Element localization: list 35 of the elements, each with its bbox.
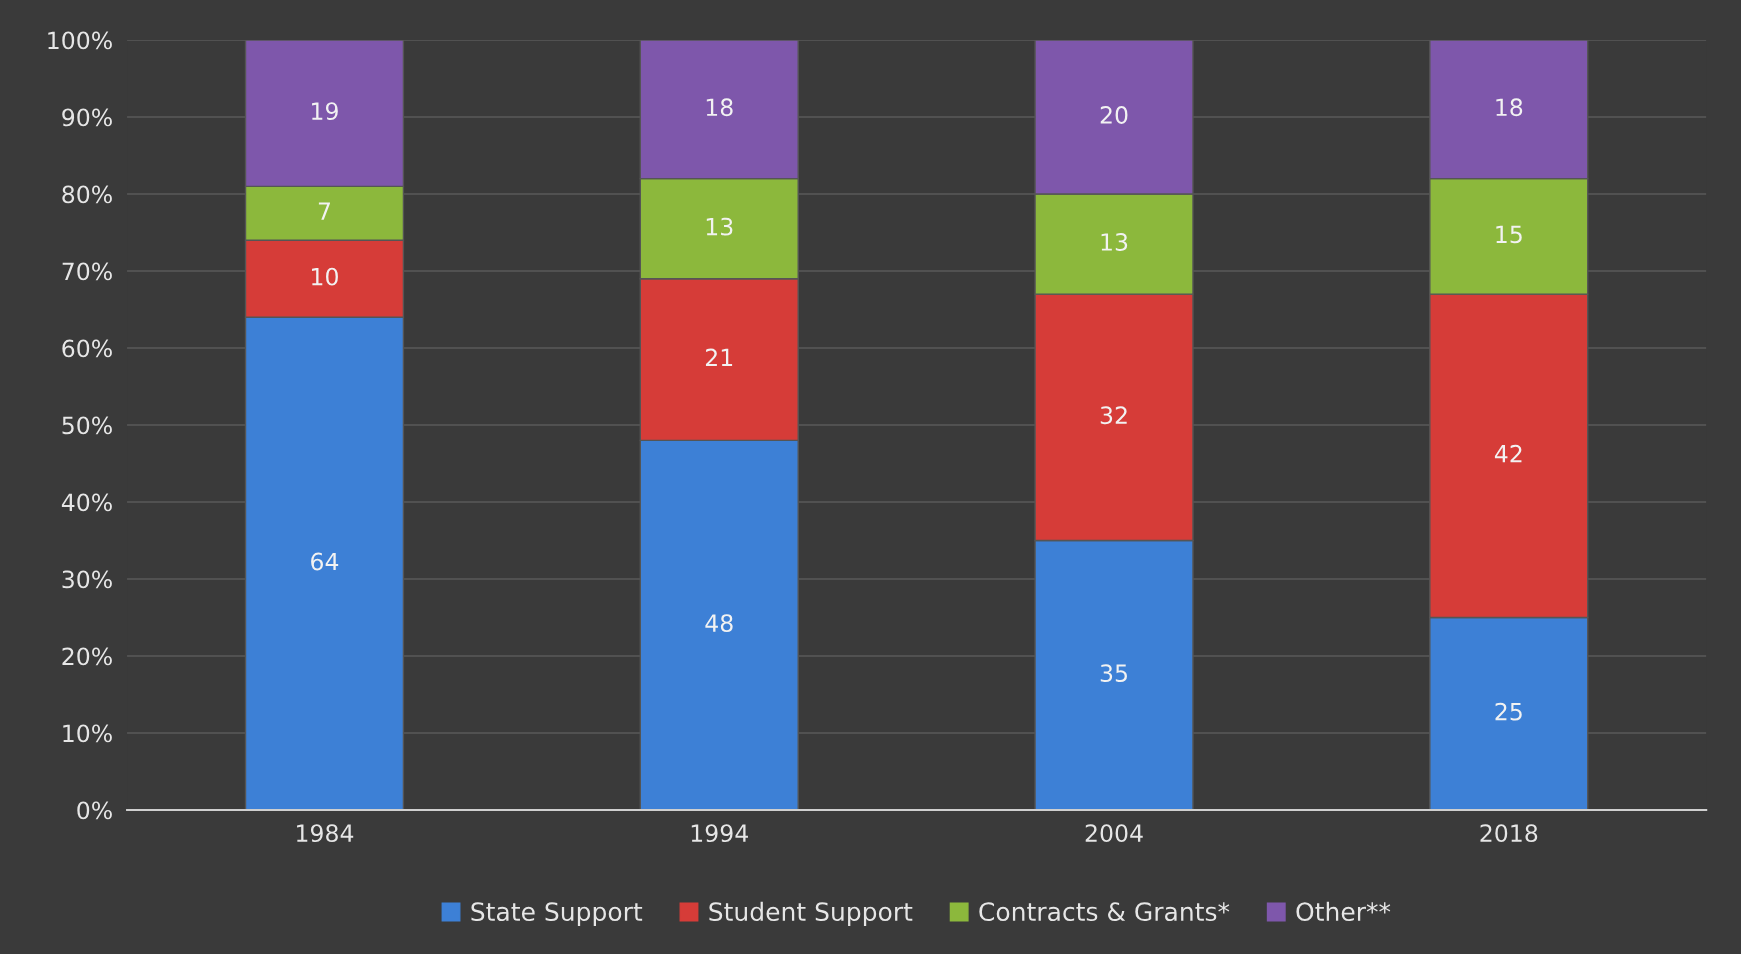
data-label: 15 [1496, 225, 1522, 244]
data-label: 13 [706, 217, 733, 236]
y-tick-label: 90% [62, 108, 112, 127]
data-label: 18 [706, 98, 733, 117]
y-tick-label: 40% [61, 493, 112, 512]
data-label: 7 [318, 202, 330, 220]
x-tick-label: 1994 [691, 824, 748, 843]
data-label: 32 [1100, 406, 1127, 425]
legend-label: State Support [471, 902, 643, 926]
y-tick-label: 70% [62, 262, 112, 281]
y-tick-label: 10% [63, 724, 112, 743]
y-tick-label: 0% [77, 801, 112, 820]
x-tick-label: 2004 [1085, 824, 1143, 843]
data-label: 42 [1494, 444, 1522, 463]
data-label: 35 [1100, 664, 1127, 683]
legend-label: Student Support [709, 901, 913, 926]
x-tick-label: 1984 [297, 824, 354, 843]
data-label: 10 [312, 267, 338, 286]
data-label: 64 [311, 552, 339, 571]
y-tick-label: 60% [62, 339, 112, 358]
y-tick-label: 30% [62, 570, 112, 589]
legend-label: Contracts & Grants* [979, 902, 1230, 922]
data-label: 13 [1101, 233, 1128, 251]
legend-label: Other** [1296, 901, 1391, 922]
data-label: 20 [1100, 106, 1128, 124]
data-label: 19 [312, 102, 338, 121]
x-tick-label: 2018 [1480, 824, 1538, 843]
y-tick-label: 100% [48, 31, 112, 50]
y-tick-label: 20% [62, 647, 112, 666]
y-tick-label: 80% [62, 185, 112, 204]
data-label: 25 [1495, 702, 1522, 721]
y-tick-label: 50% [62, 416, 112, 435]
data-label: 48 [705, 614, 733, 633]
data-label: 18 [1496, 98, 1523, 117]
data-label: 21 [705, 348, 733, 367]
